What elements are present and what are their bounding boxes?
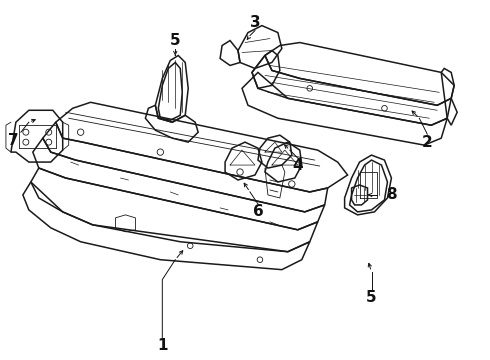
Text: 8: 8 — [386, 188, 397, 202]
Text: 7: 7 — [7, 132, 18, 148]
Text: 6: 6 — [252, 204, 263, 219]
Text: 5: 5 — [170, 33, 181, 48]
Text: 2: 2 — [422, 135, 433, 150]
Text: 3: 3 — [249, 15, 260, 30]
Text: 4: 4 — [293, 158, 303, 172]
Text: 1: 1 — [157, 338, 168, 353]
Text: 5: 5 — [366, 290, 377, 305]
